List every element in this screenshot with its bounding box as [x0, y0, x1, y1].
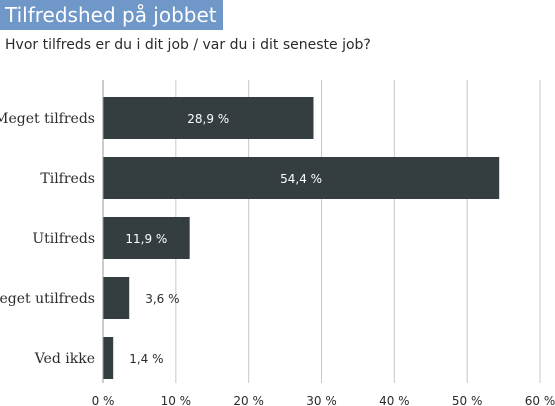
bar	[103, 337, 114, 379]
x-tick-label: 0 %	[92, 394, 115, 406]
data-label: 1,4 %	[129, 352, 163, 366]
category-label: Meget tilfreds	[0, 111, 95, 127]
category-label: Tilfreds	[40, 171, 95, 187]
bar	[103, 277, 130, 319]
x-tick-label: 60 %	[525, 394, 555, 406]
data-label: 54,4 %	[280, 172, 322, 186]
data-label: 28,9 %	[187, 112, 229, 126]
bar	[103, 217, 190, 259]
category-label: Utilfreds	[32, 231, 95, 247]
category-labels: Meget tilfreds Tilfreds Utilfreds Meget uti…	[0, 111, 95, 367]
chart-subtitle: Hvor tilfreds er du i dit job / var du i…	[5, 37, 371, 53]
x-tick-label: 20 %	[233, 394, 264, 406]
category-label: Ved ikke	[34, 351, 95, 367]
x-tick-label: 40 %	[379, 394, 410, 406]
category-label: Meget utilfreds	[0, 291, 95, 307]
bar	[103, 157, 500, 199]
data-label: 3,6 %	[145, 292, 179, 306]
bar	[103, 97, 314, 139]
data-label: 11,9 %	[125, 232, 167, 246]
x-tick-label: 10 %	[161, 394, 192, 406]
x-tick-label: 50 %	[452, 394, 483, 406]
x-axis-ticks: 0 % 10 % 20 % 30 % 40 % 50 % 60 %	[92, 394, 555, 406]
chart-title: Tilfredshed på jobbet	[0, 0, 223, 30]
x-tick-label: 30 %	[306, 394, 337, 406]
bars: 28,9 % 54,4 % 11,9 % 3,6 % 1,4 %	[103, 97, 500, 379]
